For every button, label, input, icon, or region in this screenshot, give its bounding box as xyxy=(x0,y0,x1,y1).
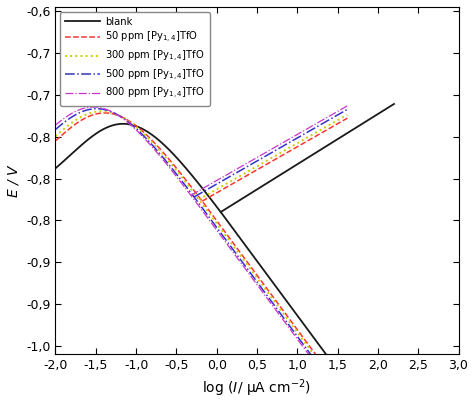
Y-axis label: $E$ / V: $E$ / V xyxy=(6,163,20,198)
X-axis label: log ($I$/ µA cm$^{-2}$): log ($I$/ µA cm$^{-2}$) xyxy=(202,378,311,399)
Legend: blank, 50 ppm [Py$_{1,4}$]TfO, 300 ppm [Py$_{1,4}$]TfO, 500 ppm [Py$_{1,4}$]TfO,: blank, 50 ppm [Py$_{1,4}$]TfO, 300 ppm [… xyxy=(61,12,210,106)
